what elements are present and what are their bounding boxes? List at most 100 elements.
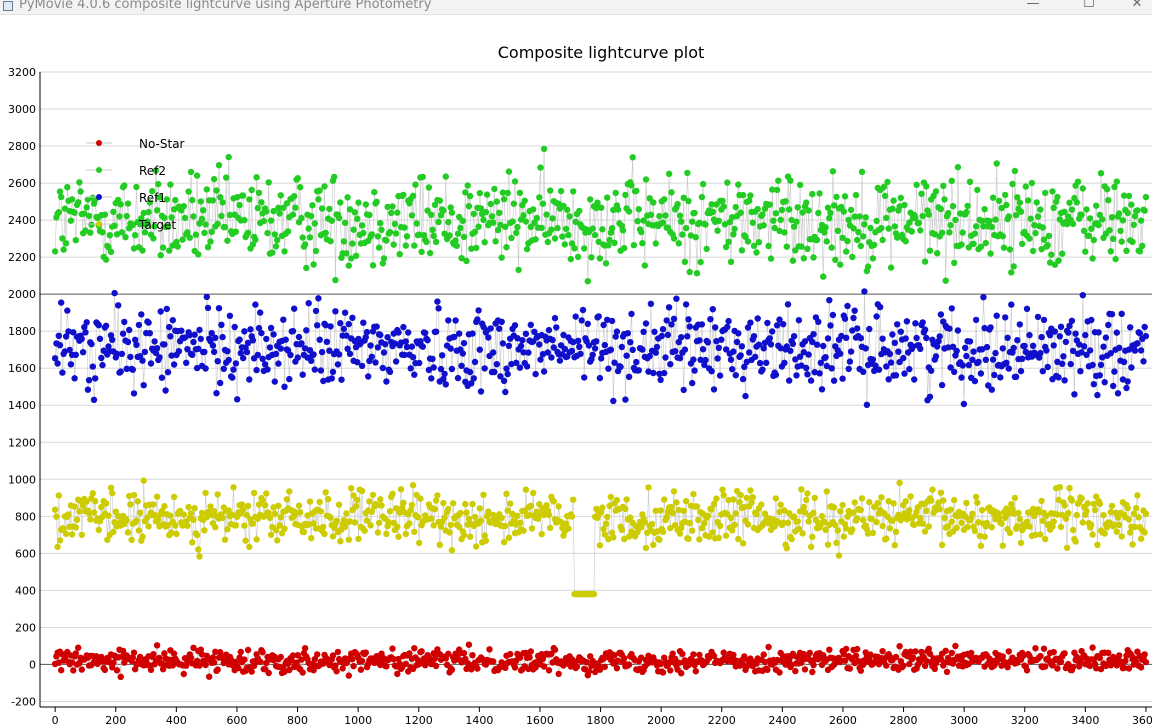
data-point [695, 516, 702, 524]
data-point [373, 501, 380, 509]
data-point [799, 209, 806, 216]
data-point [431, 506, 439, 513]
data-point [129, 366, 136, 373]
window-title: PyMovie 4.0.6 composite lightcurve using… [19, 0, 432, 12]
minimize-button[interactable]: — [1026, 0, 1040, 11]
data-point [1056, 216, 1064, 223]
data-point [765, 643, 772, 651]
data-point [855, 228, 862, 236]
lightcurve-chart[interactable]: Composite lightcurve plot -2000200400600… [0, 14, 1152, 727]
data-point [62, 530, 70, 537]
data-point [348, 485, 355, 492]
data-point [696, 337, 703, 344]
data-point [198, 215, 206, 223]
data-point [1139, 242, 1146, 250]
data-point [971, 230, 979, 237]
data-point [753, 249, 760, 256]
data-point [449, 500, 457, 507]
data-point [167, 333, 174, 340]
data-point [284, 228, 292, 235]
data-point [617, 363, 624, 371]
data-point [722, 532, 730, 539]
data-point [570, 338, 577, 346]
data-point [651, 328, 658, 335]
data-point [426, 249, 434, 257]
close-button[interactable]: ✕ [1131, 0, 1143, 11]
data-point [266, 344, 274, 351]
data-point [520, 212, 527, 219]
data-point [867, 651, 874, 658]
data-point [657, 376, 664, 383]
data-point [886, 350, 894, 358]
data-point [163, 305, 170, 313]
data-point [540, 663, 548, 670]
window-titlebar: PyMovie 4.0.6 composite lightcurve using… [0, 0, 1152, 15]
data-point [822, 526, 829, 534]
data-point [514, 223, 521, 231]
data-point [704, 512, 712, 519]
data-point [1096, 372, 1104, 379]
data-point [638, 524, 645, 531]
data-point [696, 536, 703, 543]
data-point [352, 503, 360, 510]
data-point [1026, 235, 1033, 242]
data-point [1105, 649, 1112, 656]
data-point [747, 319, 754, 326]
data-point [280, 316, 287, 323]
data-point [591, 231, 599, 239]
data-point [281, 525, 288, 532]
legend-item-no-star: No-Star [86, 137, 185, 151]
maximize-button[interactable]: ☐ [1083, 0, 1095, 11]
data-point [147, 360, 155, 367]
data-point [719, 486, 726, 493]
data-point [902, 335, 909, 342]
data-point [628, 182, 635, 189]
data-point [371, 188, 378, 196]
data-point [1083, 351, 1090, 359]
data-point [963, 208, 970, 216]
data-point [140, 382, 147, 389]
data-point [983, 343, 991, 351]
data-point [505, 342, 513, 349]
data-point [344, 194, 351, 201]
data-point [545, 326, 553, 334]
data-point [168, 214, 175, 221]
data-point [1116, 521, 1123, 529]
data-point [932, 188, 940, 195]
data-point [796, 508, 804, 515]
data-point [203, 186, 210, 193]
data-point [267, 531, 275, 538]
data-point [618, 526, 625, 533]
data-point [189, 539, 196, 546]
data-point [1125, 346, 1133, 353]
data-point [195, 251, 202, 258]
data-point [132, 666, 139, 673]
data-point [999, 233, 1006, 240]
data-point [708, 368, 715, 375]
data-point [459, 217, 466, 224]
data-point [1073, 199, 1081, 206]
data-point [490, 658, 497, 665]
data-point [801, 666, 809, 673]
plot-area[interactable]: Composite lightcurve plot -200 0 200 400 600… [0, 14, 1152, 727]
data-point [739, 191, 747, 199]
data-point [900, 354, 907, 362]
data-point [282, 336, 289, 343]
data-point [807, 543, 815, 551]
data-point [485, 334, 492, 341]
data-point [974, 186, 981, 194]
data-point [1124, 505, 1131, 512]
data-point [405, 329, 412, 336]
data-point [951, 259, 958, 266]
data-point [378, 502, 385, 509]
data-point [490, 349, 497, 356]
data-point [667, 361, 674, 368]
data-point [557, 187, 565, 195]
data-point [567, 255, 574, 263]
data-point [744, 521, 752, 528]
data-point [873, 518, 880, 526]
data-point [1066, 484, 1073, 492]
data-point [281, 248, 288, 255]
data-point [104, 536, 111, 543]
data-point [241, 656, 248, 663]
